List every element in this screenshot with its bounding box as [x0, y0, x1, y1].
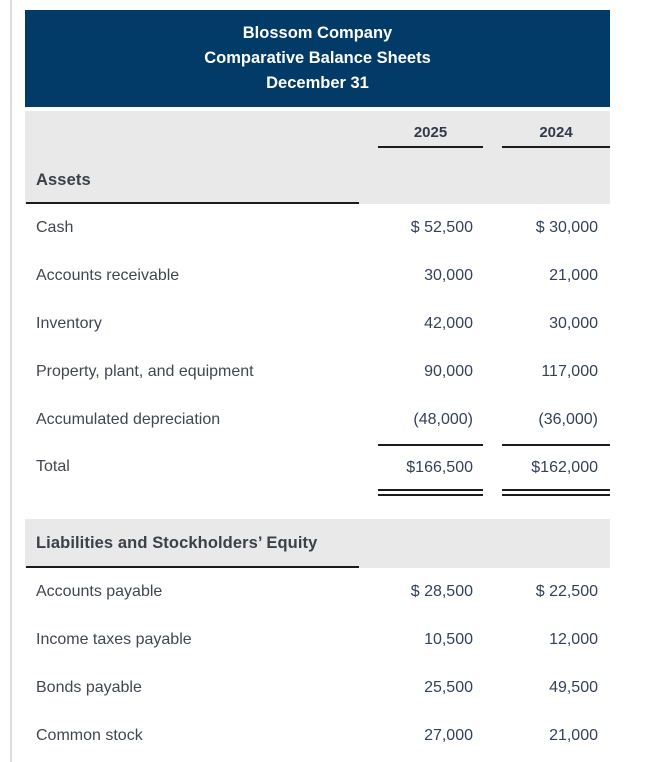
- statement-title: Comparative Balance Sheets: [204, 49, 431, 67]
- value-2024: (36,000): [538, 411, 598, 428]
- value-2024: 12,000: [549, 631, 598, 648]
- row-label: Accumulated depreciation: [36, 411, 221, 428]
- assets-heading-row: Assets: [25, 156, 610, 204]
- total-value-2024: $162,000: [502, 444, 610, 489]
- table-row-bonds-payable: Bonds payable 25,500 49,500: [25, 664, 610, 712]
- liabilities-heading-underline: [26, 566, 359, 568]
- table-row-accumulated-depreciation: Accumulated depreciation (48,000) (36,00…: [25, 396, 610, 444]
- value-2025: $ 28,500: [410, 583, 473, 600]
- table-row-income-taxes-payable: Income taxes payable 10,500 12,000: [25, 616, 610, 664]
- table-row-accounts-receivable: Accounts receivable 30,000 21,000: [25, 252, 610, 300]
- value-2025: 42,000: [424, 315, 473, 332]
- assets-heading-underline: [26, 202, 359, 204]
- row-label: Property, plant, and equipment: [36, 363, 254, 380]
- total-value-2025: $166,500: [378, 444, 483, 489]
- total-double-rule-row: [25, 489, 610, 496]
- table-row-common-stock: Common stock 27,000 21,000: [25, 712, 610, 760]
- row-label: Cash: [36, 219, 74, 236]
- value-2024: 21,000: [549, 727, 598, 744]
- year-column-2025: 2025: [378, 124, 483, 148]
- value-2025: 25,500: [424, 679, 473, 696]
- value-2025: 27,000: [424, 727, 473, 744]
- row-label: Accounts payable: [36, 583, 163, 600]
- row-label: Income taxes payable: [36, 631, 192, 648]
- value-2024: 117,000: [541, 363, 598, 380]
- value-2025: 90,000: [424, 363, 473, 380]
- liabilities-rows: Accounts payable $ 28,500 $ 22,500 Incom…: [25, 568, 610, 760]
- row-label: Accounts receivable: [36, 267, 180, 284]
- row-label: Inventory: [36, 315, 102, 332]
- row-label: Total: [36, 457, 70, 475]
- double-rule-2025: [378, 489, 483, 496]
- balance-sheet: Blossom Company Comparative Balance Shee…: [25, 10, 610, 760]
- table-row-accounts-payable: Accounts payable $ 28,500 $ 22,500: [25, 568, 610, 616]
- row-label: Bonds payable: [36, 679, 142, 696]
- value-2025: $ 52,500: [410, 219, 473, 236]
- assets-rows: Cash $ 52,500 $ 30,000 Accounts receivab…: [25, 204, 610, 496]
- value-2025: 30,000: [424, 267, 473, 284]
- table-row-total-assets: Total $166,500 $162,000: [25, 444, 610, 489]
- statement-header: Blossom Company Comparative Balance Shee…: [25, 10, 610, 107]
- value-2024: 49,500: [549, 679, 598, 696]
- value-2025: (48,000): [413, 411, 473, 428]
- year-column-2024: 2024: [502, 124, 610, 148]
- year-columns-row: 2025 2024: [25, 111, 610, 148]
- company-name: Blossom Company: [242, 24, 393, 42]
- value-2024: 21,000: [549, 267, 598, 284]
- liabilities-header-band: Liabilities and Stockholders’ Equity: [25, 519, 610, 568]
- table-row-property-plant-equipment: Property, plant, and equipment 90,000 11…: [25, 348, 610, 396]
- value-2025: 10,500: [424, 631, 473, 648]
- assets-header-band: 2025 2024 Assets: [25, 111, 610, 204]
- value-2024: $ 22,500: [535, 583, 598, 600]
- statement-date: December 31: [266, 74, 369, 92]
- double-rule-2024: [502, 489, 610, 496]
- table-row-inventory: Inventory 42,000 30,000: [25, 300, 610, 348]
- row-label: Common stock: [36, 727, 143, 744]
- value-2024: 30,000: [549, 315, 598, 332]
- table-row-cash: Cash $ 52,500 $ 30,000: [25, 204, 610, 252]
- page-left-border: [10, 0, 12, 762]
- liabilities-section-heading: Liabilities and Stockholders’ Equity: [36, 534, 318, 552]
- value-2024: $ 30,000: [535, 219, 598, 236]
- assets-section-heading: Assets: [36, 170, 91, 189]
